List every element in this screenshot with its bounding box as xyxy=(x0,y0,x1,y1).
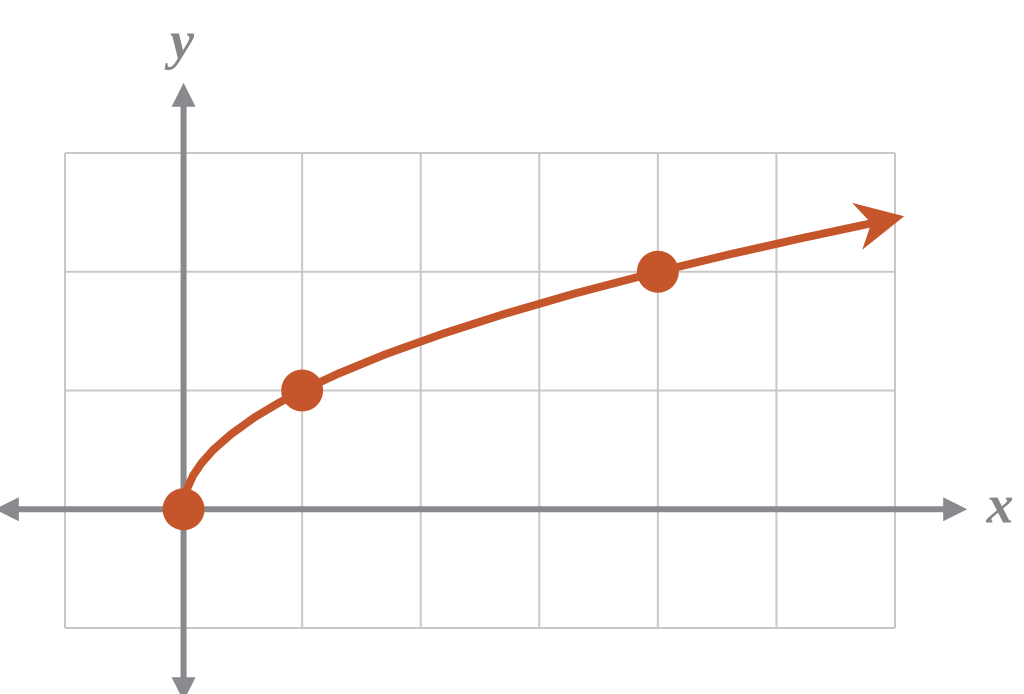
point xyxy=(636,250,679,293)
point xyxy=(162,488,205,531)
point xyxy=(281,369,324,412)
marks xyxy=(162,202,905,531)
x-axis-label: x xyxy=(986,474,1014,534)
y-axis-label: y xyxy=(164,10,195,70)
axes xyxy=(0,82,968,694)
grid xyxy=(64,152,896,629)
curve xyxy=(179,202,905,514)
